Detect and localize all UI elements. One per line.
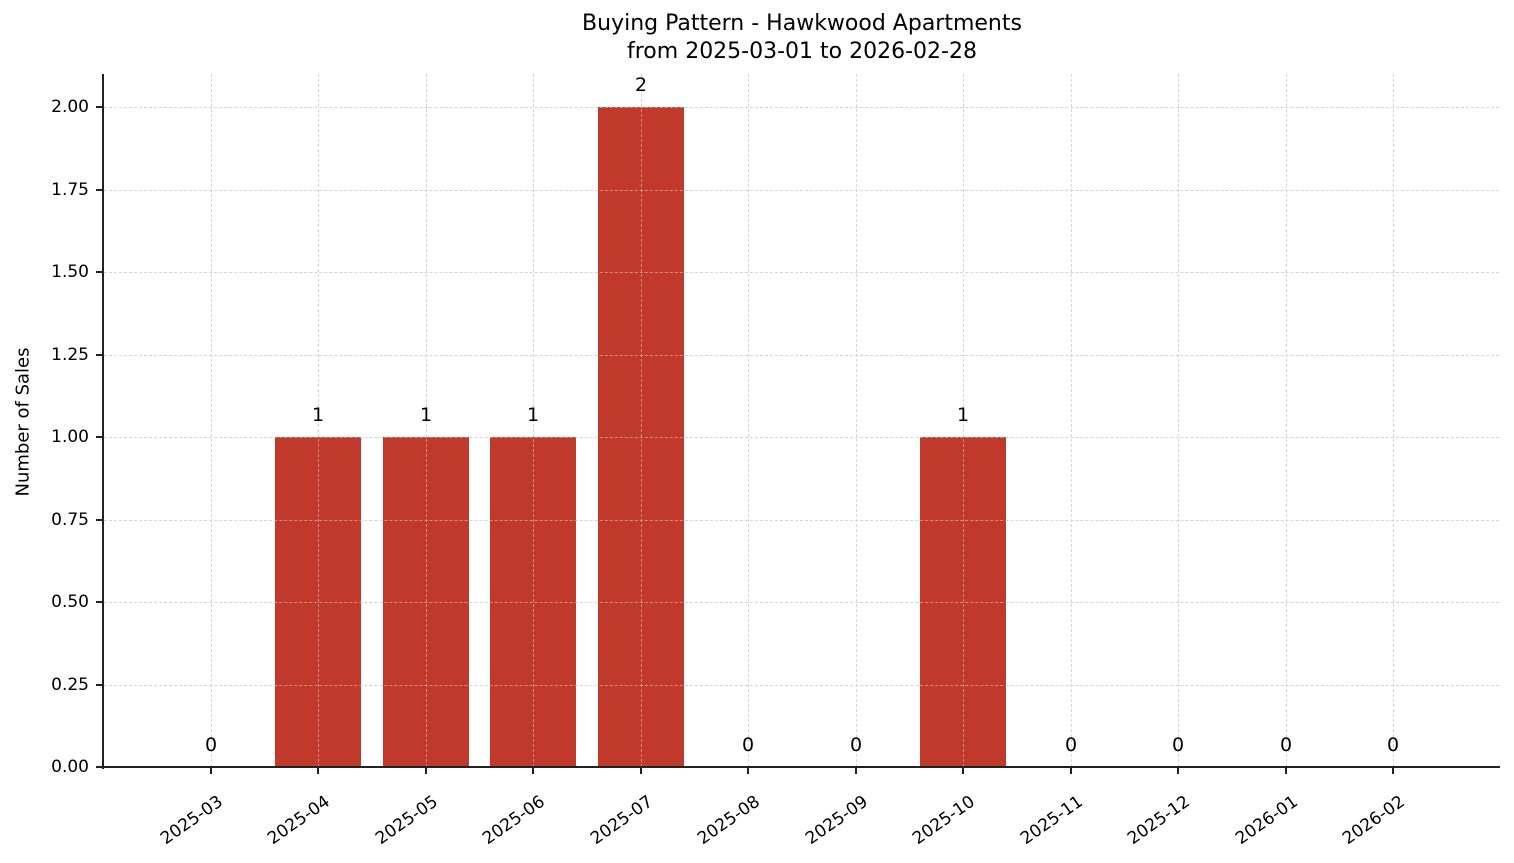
x-tick-mark [1392,768,1394,774]
y-tick-mark [96,766,102,768]
bar-value-label: 2 [634,74,648,96]
x-tick-label: 2025-06 [479,791,549,849]
v-gridline-overlay [748,74,749,767]
v-gridline-overlay [641,74,642,767]
v-gridline-overlay [1178,74,1179,767]
y-tick-mark [96,601,102,603]
bar-value-label: 1 [419,404,433,426]
y-tick-mark [96,354,102,356]
y-tick-mark [96,684,102,686]
bar-value-label: 0 [1171,734,1185,756]
y-tick-label: 0.75 [51,510,89,530]
x-tick-label: 2025-10 [909,791,979,849]
x-tick-mark [425,768,427,774]
bar-value-label: 1 [311,404,325,426]
x-tick-label: 2026-02 [1339,791,1409,849]
v-gridline-overlay [1393,74,1394,767]
v-gridline-overlay [318,74,319,767]
x-tick-mark [640,768,642,774]
x-tick-label: 2025-11 [1017,791,1087,849]
h-gridline-overlay [104,190,1499,191]
bar-value-label: 1 [526,404,540,426]
h-gridline-overlay [104,272,1499,273]
y-tick-label: 1.25 [51,345,89,365]
x-tick-label: 2025-09 [802,791,872,849]
y-tick-label: 0.50 [51,592,89,612]
y-tick-mark [96,519,102,521]
x-tick-mark [855,768,857,774]
y-tick-mark [96,436,102,438]
y-tick-label: 1.00 [51,427,89,447]
chart-title-main: Buying Pattern - Hawkwood Apartments [582,11,1022,36]
y-tick-label: 1.75 [51,180,89,200]
bar-value-label: 0 [1064,734,1078,756]
y-tick-mark [96,189,102,191]
x-tick-label: 2026-01 [1232,791,1302,849]
x-tick-label: 2025-12 [1124,791,1194,849]
h-gridline-overlay [104,355,1499,356]
bar-value-label: 0 [849,734,863,756]
x-tick-mark [210,768,212,774]
h-gridline-overlay [104,107,1499,108]
v-gridline-overlay [211,74,212,767]
x-tick-mark [1285,768,1287,774]
y-tick-mark [96,106,102,108]
h-gridline-overlay [104,520,1499,521]
h-gridline-overlay [104,685,1499,686]
y-tick-label: 1.50 [51,262,89,282]
v-gridline-overlay [856,74,857,767]
v-gridline-overlay [1071,74,1072,767]
chart-title: Buying Pattern - Hawkwood Apartments fro… [0,10,1514,66]
bar-value-label: 0 [1279,734,1293,756]
x-tick-label: 2025-07 [587,791,657,849]
y-tick-label: 2.00 [51,97,89,117]
chart-subtitle: from 2025-03-01 to 2026-02-28 [627,39,977,64]
v-gridline-overlay [1286,74,1287,767]
y-tick-label: 0.00 [51,757,89,777]
x-tick-label: 2025-08 [694,791,764,849]
x-axis-line [102,766,1500,768]
x-tick-mark [317,768,319,774]
x-tick-mark [962,768,964,774]
x-tick-label: 2025-03 [157,791,227,849]
x-tick-mark [747,768,749,774]
bar-value-label: 1 [956,404,970,426]
h-gridline-overlay [104,602,1499,603]
bar-value-label: 0 [1386,734,1400,756]
v-gridline-overlay [426,74,427,767]
y-axis-label: Number of Sales [12,347,34,497]
y-tick-mark [96,271,102,273]
x-tick-label: 2025-05 [372,791,442,849]
y-tick-label: 0.25 [51,675,89,695]
x-tick-mark [1070,768,1072,774]
bar-value-label: 0 [204,734,218,756]
v-gridline-overlay [963,74,964,767]
y-axis-line [102,74,104,769]
bar-value-label: 0 [741,734,755,756]
x-tick-mark [1177,768,1179,774]
x-tick-label: 2025-04 [264,791,334,849]
h-gridline-overlay [104,437,1499,438]
v-gridline-overlay [533,74,534,767]
x-tick-mark [532,768,534,774]
